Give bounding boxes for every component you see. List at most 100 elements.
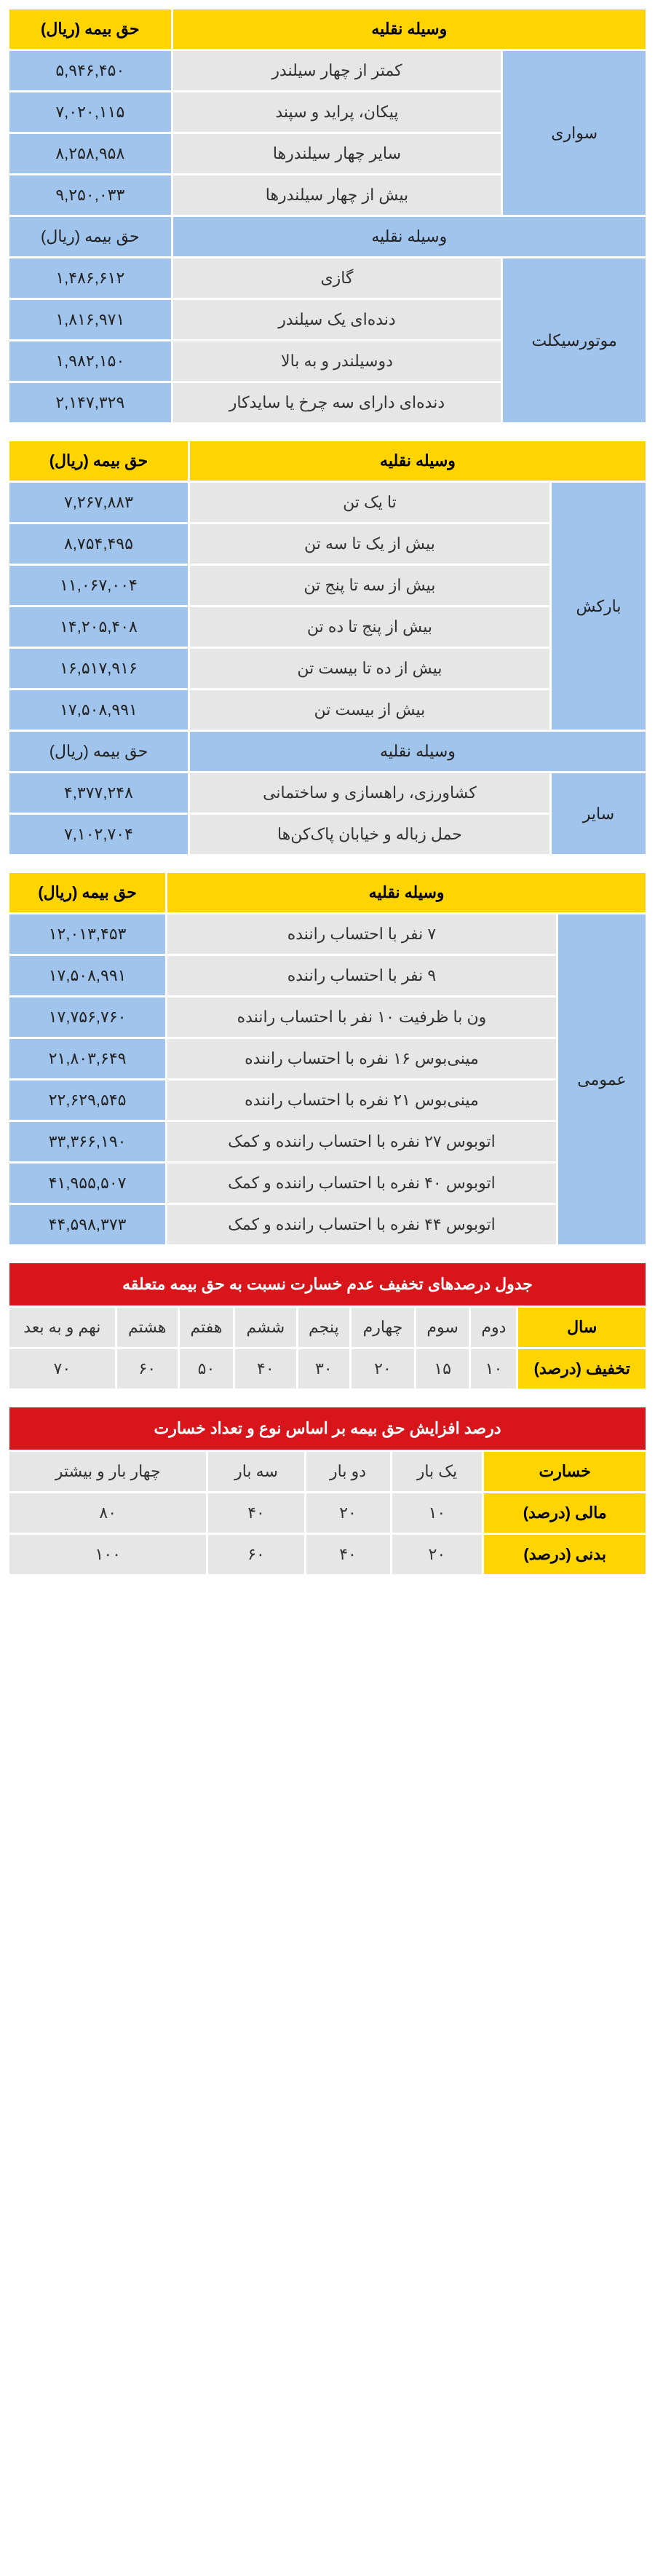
row-label: دنده‌ای دارای سه چرخ یا سایدکار (173, 383, 501, 422)
category-motorcycle: موتورسیکلت (503, 258, 646, 422)
sub-header-vehicle: وسیله نقلیه (173, 217, 646, 256)
val-cell: ۲۰ (306, 1493, 390, 1533)
row-value: ۱۱,۰۶۷,۰۰۴ (9, 566, 188, 605)
header-premium: حق بیمه (ریال) (9, 441, 188, 481)
val-cell: ۱۰۰ (9, 1535, 206, 1574)
year-cell: دوم (471, 1308, 516, 1347)
col-header: دو بار (306, 1452, 390, 1491)
discount-cell: ۷۰ (9, 1349, 115, 1388)
row-value: ۴۴,۵۹۸,۳۷۳ (9, 1205, 165, 1244)
row-value: ۱۴,۲۰۵,۴۰۸ (9, 607, 188, 647)
val-cell: ۲۰ (392, 1535, 483, 1574)
year-cell: هشتم (117, 1308, 178, 1347)
row-label: دوسیلندر و به بالا (173, 341, 501, 381)
row-label: اتوبوس ۴۴ نفره با احتساب راننده و کمک (167, 1205, 556, 1244)
row-label: مالی (درصد) (484, 1493, 646, 1533)
row-label: ۷ نفر با احتساب راننده (167, 914, 556, 954)
row-value: ۷,۰۲۰,۱۱۵ (9, 92, 171, 132)
row-label: تا یک تن (190, 483, 549, 522)
row-label: کشاورزی، راهسازی و ساختمانی (190, 773, 549, 813)
year-cell: پنجم (298, 1308, 350, 1347)
row-label: دنده‌ای یک سیلندر (173, 300, 501, 339)
row-value: ۱۶,۵۱۷,۹۱۶ (9, 649, 188, 688)
row-value: ۱,۴۸۶,۶۱۲ (9, 258, 171, 298)
row-label: سایر چهار سیلندرها (173, 134, 501, 173)
header-vehicle: وسیله نقلیه (173, 9, 646, 49)
sub-header-premium: حق بیمه (ریال) (9, 732, 188, 771)
row-label: اتوبوس ۴۰ نفره با احتساب راننده و کمک (167, 1163, 556, 1203)
row-label: بیش از چهار سیلندرها (173, 175, 501, 215)
category-other: سایر (552, 773, 646, 854)
header-premium: حق بیمه (ریال) (9, 873, 165, 912)
row-label: بیش از پنج تا ده تن (190, 607, 549, 647)
row-label: بیش از ده تا بیست تن (190, 649, 549, 688)
val-cell: ۴۰ (306, 1535, 390, 1574)
row-label: مینی‌بوس ۲۱ نفره با احتساب راننده (167, 1080, 556, 1120)
row-value: ۱۲,۰۱۳,۴۵۳ (9, 914, 165, 954)
row-value: ۸,۷۵۴,۴۹۵ (9, 524, 188, 564)
val-cell: ۸۰ (9, 1493, 206, 1533)
discount-table: جدول درصدهای تخفیف عدم خسارت نسبت به حق … (7, 1261, 648, 1391)
year-cell: هفتم (180, 1308, 233, 1347)
val-cell: ۶۰ (208, 1535, 303, 1574)
increase-table: درصد افزایش حق بیمه بر اساس نوع و تعداد … (7, 1405, 648, 1576)
row-value: ۵,۹۴۶,۴۵۰ (9, 51, 171, 90)
row-value: ۱,۹۸۲,۱۵۰ (9, 341, 171, 381)
row-label: ون با ظرفیت ۱۰ نفر با احتساب راننده (167, 997, 556, 1037)
row-value: ۲۱,۸۰۳,۶۴۹ (9, 1039, 165, 1078)
header-vehicle: وسیله نقلیه (190, 441, 646, 481)
row-label: بیش از سه تا پنج تن (190, 566, 549, 605)
row-value: ۴,۳۷۷,۲۴۸ (9, 773, 188, 813)
discount-cell: ۶۰ (117, 1349, 178, 1388)
year-cell: نهم و به بعد (9, 1308, 115, 1347)
year-cell: ششم (235, 1308, 295, 1347)
increase-title: درصد افزایش حق بیمه بر اساس نوع و تعداد … (9, 1407, 646, 1450)
row-label: حمل زباله و خیابان پاک‌کن‌ها (190, 815, 549, 854)
row-label: گازی (173, 258, 501, 298)
sub-header-premium: حق بیمه (ریال) (9, 217, 171, 256)
val-cell: ۱۰ (392, 1493, 483, 1533)
header-premium: حق بیمه (ریال) (9, 9, 171, 49)
row-value: ۴۱,۹۵۵,۵۰۷ (9, 1163, 165, 1203)
discount-cell: ۳۰ (298, 1349, 350, 1388)
premium-table-1: وسیله نقلیه حق بیمه (ریال) سواری کمتر از… (7, 7, 648, 424)
sub-header-vehicle: وسیله نقلیه (190, 732, 646, 771)
discount-cell: ۲۰ (352, 1349, 414, 1388)
premium-table-3: وسیله نقلیه حق بیمه (ریال) عمومی ۷ نفر ب… (7, 871, 648, 1246)
row-value: ۱۷,۵۰۸,۹۹۱ (9, 956, 165, 995)
discount-cell: ۵۰ (180, 1349, 233, 1388)
row-label: بیش از یک تا سه تن (190, 524, 549, 564)
category-omoomi: عمومی (558, 914, 646, 1244)
category-barkesh: بارکش (552, 483, 646, 730)
discount-label: تخفیف (درصد) (518, 1349, 646, 1388)
val-cell: ۴۰ (208, 1493, 303, 1533)
discount-cell: ۴۰ (235, 1349, 295, 1388)
discount-cell: ۱۰ (471, 1349, 516, 1388)
row-label: پیکان، پراید و سپند (173, 92, 501, 132)
row-label: کمتر از چهار سیلندر (173, 51, 501, 90)
row-value: ۷,۲۶۷,۸۸۳ (9, 483, 188, 522)
row-label: ۹ نفر با احتساب راننده (167, 956, 556, 995)
year-cell: چهارم (352, 1308, 414, 1347)
row-value: ۹,۲۵۰,۰۳۳ (9, 175, 171, 215)
col-header: چهار بار و بیشتر (9, 1452, 206, 1491)
row-label: بیش از بیست تن (190, 690, 549, 730)
col-header: سه بار (208, 1452, 303, 1491)
row-value: ۷,۱۰۲,۷۰۴ (9, 815, 188, 854)
row-value: ۱۷,۷۵۶,۷۶۰ (9, 997, 165, 1037)
row-value: ۸,۲۵۸,۹۵۸ (9, 134, 171, 173)
row-value: ۲,۱۴۷,۳۲۹ (9, 383, 171, 422)
discount-cell: ۱۵ (416, 1349, 469, 1388)
row-label: بدنی (درصد) (484, 1535, 646, 1574)
year-label: سال (518, 1308, 646, 1347)
premium-table-2: وسیله نقلیه حق بیمه (ریال) بارکش تا یک ت… (7, 439, 648, 856)
header-vehicle: وسیله نقلیه (167, 873, 646, 912)
category-savari: سواری (503, 51, 646, 215)
discount-title: جدول درصدهای تخفیف عدم خسارت نسبت به حق … (9, 1263, 646, 1305)
row-label: مینی‌بوس ۱۶ نفره با احتساب راننده (167, 1039, 556, 1078)
year-cell: سوم (416, 1308, 469, 1347)
row-value: ۱,۸۱۶,۹۷۱ (9, 300, 171, 339)
damage-header: خسارت (484, 1452, 646, 1491)
row-value: ۳۳,۳۶۶,۱۹۰ (9, 1122, 165, 1161)
row-label: اتوبوس ۲۷ نفره با احتساب راننده و کمک (167, 1122, 556, 1161)
